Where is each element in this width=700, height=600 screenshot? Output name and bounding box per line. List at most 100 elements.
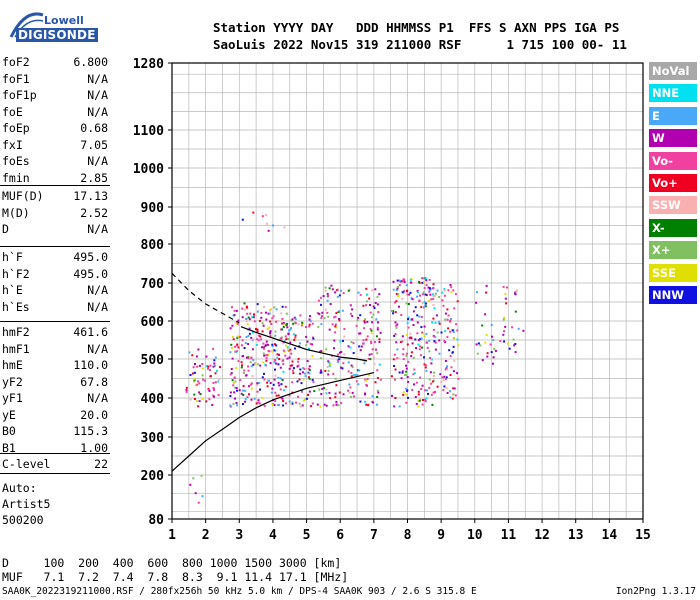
echo-point — [281, 317, 284, 320]
echo-point — [264, 363, 267, 366]
echo-point — [235, 402, 238, 404]
param-key: foEs — [2, 154, 30, 168]
echo-point — [360, 345, 363, 348]
echo-point — [449, 396, 452, 399]
echo-point — [390, 375, 393, 378]
param-value: N/A — [87, 341, 108, 356]
echo-point — [205, 355, 208, 358]
echo-point — [192, 378, 195, 381]
echo-point — [185, 390, 188, 393]
echo-point — [435, 314, 438, 317]
echo-point — [359, 400, 362, 403]
echo-point — [449, 330, 452, 333]
echo-point — [281, 305, 284, 308]
echo-point — [264, 311, 267, 314]
echo-point — [434, 294, 436, 297]
echo-point — [245, 317, 247, 320]
echo-point — [341, 309, 344, 312]
echo-point — [453, 359, 456, 362]
echo-point — [276, 356, 279, 359]
echo-point — [425, 279, 428, 282]
echo-point — [319, 405, 322, 408]
echo-point — [432, 295, 435, 298]
echo-point — [405, 387, 407, 390]
echo-point — [369, 358, 372, 361]
echo-point — [303, 372, 306, 375]
echo-point — [379, 331, 382, 334]
echo-point — [438, 320, 441, 323]
echo-point — [337, 361, 340, 363]
echo-point — [229, 404, 232, 407]
echo-point — [432, 298, 435, 301]
echo-point — [269, 332, 272, 335]
echo-point — [379, 378, 382, 381]
echo-point — [371, 316, 373, 319]
echo-point — [511, 326, 514, 329]
echo-point — [232, 382, 235, 384]
echo-point — [348, 288, 351, 291]
echo-point — [322, 350, 325, 353]
echo-point — [274, 374, 277, 377]
echo-point — [306, 360, 309, 363]
echo-point — [265, 354, 268, 356]
echo-point — [320, 369, 322, 372]
echo-point — [372, 356, 375, 359]
legend-noval: NoVal — [649, 62, 697, 80]
echo-point — [338, 318, 341, 320]
echo-point — [416, 291, 419, 294]
echo-point — [453, 307, 456, 310]
echo-point — [423, 356, 425, 359]
echo-point — [270, 350, 273, 353]
echo-point — [413, 372, 416, 375]
echo-point — [282, 359, 285, 362]
echo-point — [244, 400, 247, 403]
echo-point — [298, 345, 301, 348]
echo-point — [235, 350, 238, 353]
echo-point — [335, 403, 338, 406]
legend-ssw: SSW — [649, 196, 697, 215]
param-he: h`E N/A — [2, 283, 108, 297]
echo-point — [297, 395, 299, 398]
echo-point — [334, 325, 337, 328]
echo-point — [428, 278, 431, 281]
echo-point — [353, 395, 355, 398]
echo-point — [370, 332, 373, 335]
echo-point — [369, 304, 371, 306]
echo-point — [301, 404, 304, 407]
echo-point — [256, 383, 259, 386]
echo-point — [342, 292, 345, 295]
echo-point — [398, 405, 401, 408]
param-separator — [0, 473, 110, 474]
echo-point — [366, 293, 369, 296]
echo-point — [334, 331, 337, 334]
echo-point — [401, 335, 404, 338]
echo-point — [436, 289, 439, 292]
y-tick-label: 80 — [148, 513, 164, 528]
echo-point — [308, 325, 311, 328]
echo-point — [367, 404, 369, 407]
echo-point — [279, 366, 282, 369]
echo-point — [194, 363, 196, 365]
echo-point — [502, 333, 505, 336]
echo-point — [420, 354, 422, 357]
echo-point — [282, 400, 285, 402]
echo-point — [444, 378, 447, 381]
echo-point — [285, 338, 288, 341]
echo-point — [284, 354, 287, 357]
echo-point — [236, 323, 239, 326]
echo-point — [277, 404, 280, 407]
echo-point — [434, 321, 437, 324]
echo-point — [414, 338, 417, 341]
echo-point — [444, 360, 447, 362]
echo-point — [245, 356, 248, 359]
echo-point — [288, 356, 291, 359]
echo-point — [352, 374, 355, 377]
echo-point — [365, 384, 368, 386]
echo-point — [237, 335, 239, 338]
echo-point — [302, 371, 304, 374]
echo-point — [393, 405, 396, 408]
echo-point — [370, 340, 373, 343]
legend-vo-: Vo+ — [649, 173, 697, 192]
echo-point — [308, 368, 311, 371]
x-tick-label: 14 — [602, 528, 618, 543]
